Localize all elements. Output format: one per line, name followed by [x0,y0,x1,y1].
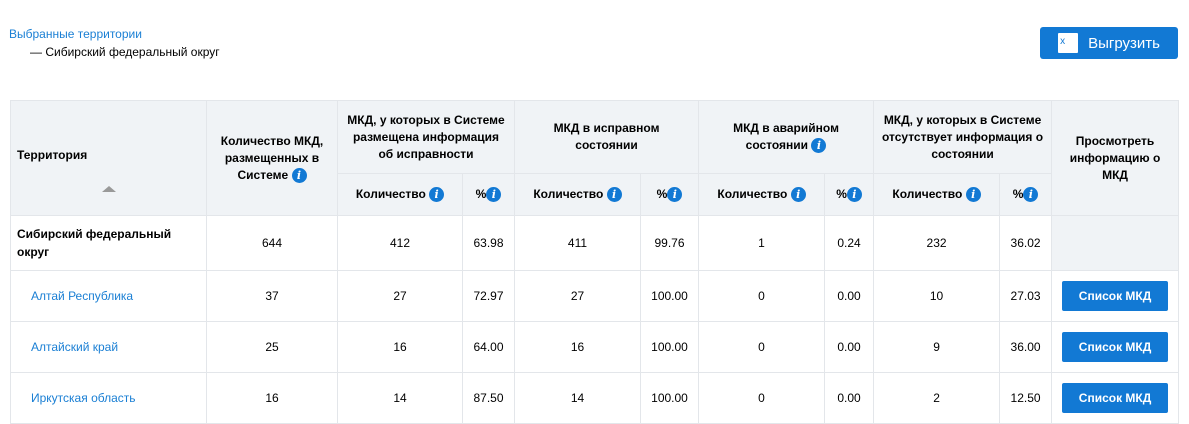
cell-action: Список МКД [1051,372,1180,424]
info-icon[interactable]: i [291,167,307,183]
territory-table: Территория Количество МКД, размещенных в… [10,100,1180,424]
cell-total: 16 [206,372,338,424]
cell-action: Список МКД [1051,321,1180,373]
info-icon[interactable]: i [965,187,981,203]
cell-count: 0 [698,321,826,373]
cell-total: 644 [206,215,338,271]
excel-icon: x [1058,33,1079,53]
table-row: Алтай Республика 37 27 72.97 27 100.00 0… [10,270,1180,322]
header-emergency: МКД в аварийном состоянии i [698,100,875,174]
cell-count: 10 [873,270,1001,322]
cell-pct: 63.98 [462,215,515,271]
export-button[interactable]: x Выгрузить [1040,27,1178,59]
subheader-count: Количество i [514,173,641,216]
cell-count: 2 [873,372,1001,424]
info-icon[interactable]: i [811,138,827,154]
mkd-list-button[interactable]: Список МКД [1062,332,1169,362]
info-icon[interactable]: i [846,187,862,203]
cell-count: 232 [873,215,1001,271]
cell-pct: 0.00 [824,270,875,322]
subheader-pct: % i [824,173,875,216]
sort-asc-icon[interactable] [101,185,116,192]
cell-count: 412 [337,215,463,271]
cell-pct: 0.00 [824,321,875,373]
cell-pct: 100.00 [639,372,700,424]
subheader-count: Количество i [698,173,826,216]
cell-pct: 27.03 [999,270,1053,322]
cell-pct: 36.02 [999,215,1053,271]
cell-count: 0 [698,372,826,424]
info-icon[interactable]: i [667,187,683,203]
subheader-pct: % i [639,173,700,216]
cell-pct: 100.00 [639,270,700,322]
cell-count: 14 [337,372,463,424]
territory-link[interactable]: Иркутская область [10,372,207,424]
header-with-info: МКД, у которых в Системе размещена инфор… [337,100,515,174]
header-no-info: МКД, у которых в Системе отсутствует инф… [873,100,1053,174]
table-row: Алтайский край 25 16 64.00 16 100.00 0 0… [10,321,1180,373]
cell-pct: 100.00 [639,321,700,373]
cell-count: 27 [514,270,641,322]
cell-count: 1 [698,215,826,271]
header-total: Количество МКД, размещенных в Системе i [206,100,338,216]
info-icon[interactable]: i [790,187,806,203]
cell-pct: 0.00 [824,372,875,424]
header-territory[interactable]: Территория [10,100,207,216]
territory-name: Сибирский федеральный округ [10,215,207,271]
cell-pct: 99.76 [639,215,700,271]
table-row: Иркутская область 16 14 87.50 14 100.00 … [10,372,1180,424]
table-row-total: Сибирский федеральный округ 644 412 63.9… [10,215,1180,271]
cell-pct: 36.00 [999,321,1053,373]
cell-count: 0 [698,270,826,322]
info-icon[interactable]: i [606,187,622,203]
cell-pct: 12.50 [999,372,1053,424]
selected-territories-link[interactable]: Выбранные территории [9,27,142,41]
info-icon[interactable]: i [429,187,445,203]
cell-action: Список МКД [1051,270,1180,322]
cell-count: 16 [337,321,463,373]
info-icon[interactable]: i [1023,187,1039,203]
cell-pct: 64.00 [462,321,515,373]
cell-count: 27 [337,270,463,322]
subheader-pct: % i [462,173,515,216]
header-view: Просмотреть информацию о МКД [1051,100,1180,216]
header-good: МКД в исправном состоянии [513,100,700,174]
subheader-count: Количество i [337,173,463,216]
export-label: Выгрузить [1088,34,1160,52]
selected-territory: — Сибирский федеральный округ [30,45,220,59]
cell-total: 25 [206,321,338,373]
territory-link[interactable]: Алтай Республика [10,270,207,322]
mkd-list-button[interactable]: Список МКД [1062,281,1169,311]
cell-pct: 87.50 [462,372,515,424]
subheader-pct: % i [999,173,1053,216]
cell-count: 411 [514,215,641,271]
cell-count: 16 [514,321,641,373]
cell-total: 37 [206,270,338,322]
cell-pct: 0.24 [824,215,875,271]
cell-empty [1051,215,1180,271]
cell-count: 14 [514,372,641,424]
mkd-list-button[interactable]: Список МКД [1062,383,1169,413]
cell-pct: 72.97 [462,270,515,322]
subheader-count: Количество i [873,173,1001,216]
territory-link[interactable]: Алтайский край [10,321,207,373]
info-icon[interactable]: i [486,187,502,203]
cell-count: 9 [873,321,1001,373]
